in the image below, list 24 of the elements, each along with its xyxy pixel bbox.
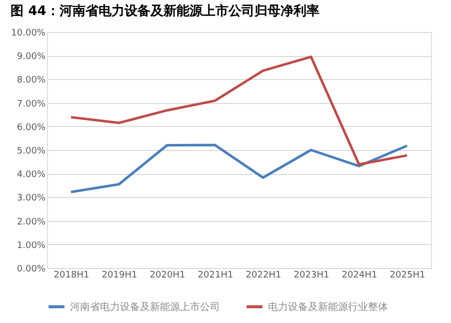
x-tick-label: 2021H1 <box>198 270 234 280</box>
legend-label: 河南省电力设备及新能源上市公司 <box>70 300 220 313</box>
legend-label: 电力设备及新能源行业整体 <box>268 300 388 313</box>
chart-title: 图 44：河南省电力设备及新能源上市公司归母净利率 <box>10 3 320 19</box>
x-tick-label: 2022H1 <box>246 270 282 280</box>
y-tick-label: 7.00% <box>16 99 46 110</box>
y-tick-label: 0.00% <box>16 264 46 274</box>
y-tick-label: 8.00% <box>16 76 46 86</box>
y-tick-label: 10.00% <box>11 28 46 38</box>
y-tick-label: 1.00% <box>16 240 46 251</box>
y-tick-label: 3.00% <box>16 194 46 204</box>
y-tick-label: 9.00% <box>16 52 46 62</box>
x-tick-label: 2020H1 <box>150 270 186 280</box>
y-tick-label: 2.00% <box>16 217 46 228</box>
x-tick-label: 2025H1 <box>390 270 426 280</box>
line-series <box>70 144 408 194</box>
x-tick-label: 2024H1 <box>342 270 378 280</box>
y-tick-label: 5.00% <box>16 146 46 156</box>
x-tick-label: 2019H1 <box>102 270 138 280</box>
x-tick-label: 2018H1 <box>54 270 90 280</box>
line-series <box>70 56 408 166</box>
y-tick-label: 4.00% <box>16 170 46 180</box>
x-tick-label: 2023H1 <box>294 270 330 280</box>
y-tick-label: 6.00% <box>16 122 46 133</box>
